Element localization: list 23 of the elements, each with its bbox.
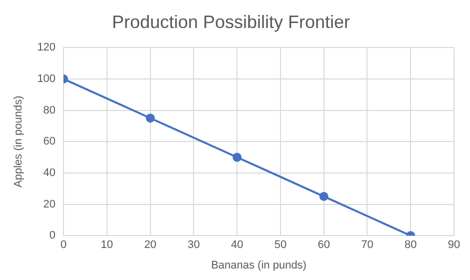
x-tick-label: 20 — [144, 239, 156, 252]
x-tick-label: 70 — [361, 239, 374, 252]
x-tick-label: 60 — [318, 239, 330, 252]
y-tick-label: 80 — [43, 104, 56, 116]
point — [146, 114, 155, 123]
x-tick-label: 30 — [188, 239, 200, 252]
y-tick-label: 20 — [43, 198, 56, 210]
x-tick-label: 50 — [274, 239, 287, 252]
x-tick-label: 40 — [230, 239, 244, 252]
x-axis-title: Bananas (in punds) — [211, 259, 306, 272]
y-tick-label: 60 — [43, 136, 56, 148]
y-tick-label: 100 — [37, 72, 56, 85]
x-tick-label: 90 — [448, 239, 460, 252]
y-tick-label: 120 — [37, 42, 56, 54]
x-tick-label: 80 — [404, 239, 417, 252]
y-tick-label: 0 — [49, 230, 56, 242]
y-axis-title: Apples (in pounds) — [12, 96, 25, 188]
y-tick-label: 40 — [43, 166, 56, 179]
point — [232, 152, 242, 162]
point — [319, 192, 328, 201]
x-tick-label: 0 — [60, 239, 67, 252]
chart-title: Production Possibility Frontier — [112, 12, 350, 32]
x-tick-label: 10 — [100, 239, 114, 252]
